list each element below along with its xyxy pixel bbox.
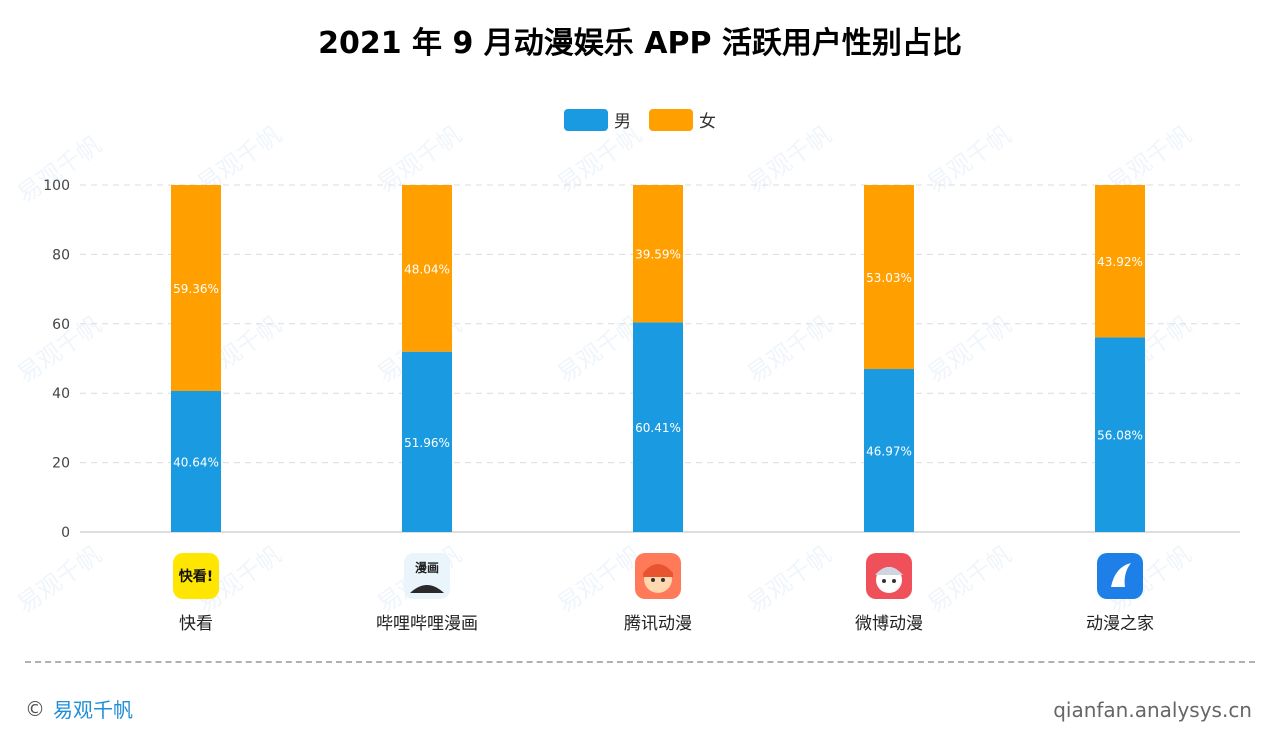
legend-item-female[interactable]: 女 bbox=[649, 107, 716, 132]
bar-female bbox=[402, 185, 452, 352]
data-label-male: 46.97% bbox=[866, 445, 912, 459]
bar-male bbox=[864, 369, 914, 532]
data-label-female: 43.92% bbox=[1097, 255, 1143, 269]
tencent-comics-icon bbox=[635, 553, 681, 599]
data-label-female: 39.59% bbox=[635, 248, 681, 262]
y-tick-label: 20 bbox=[52, 456, 70, 472]
legend-label-female: 女 bbox=[699, 112, 716, 132]
copyright-icon: © bbox=[25, 696, 45, 721]
copyright: © 易观千帆 bbox=[25, 694, 133, 723]
bilibili-comics-icon: 漫画 bbox=[404, 553, 450, 599]
data-label-female: 59.36% bbox=[173, 282, 219, 296]
weibo-comics-icon bbox=[866, 553, 912, 599]
bar-male bbox=[633, 322, 683, 532]
bar-male bbox=[1095, 337, 1145, 532]
stacked-bar-chart: 0 20 40 60 80 100 40.64% 59.36% 51.96% 48.04% 60.4… bbox=[43, 178, 1240, 541]
data-label-male: 56.08% bbox=[1097, 429, 1143, 443]
legend-swatch-female bbox=[649, 108, 693, 131]
x-tick-label: 动漫之家 bbox=[1086, 614, 1154, 634]
data-label-male: 40.64% bbox=[173, 455, 219, 469]
legend: 男 女 bbox=[0, 107, 1280, 132]
data-label-male: 51.96% bbox=[404, 436, 450, 450]
data-label-female: 48.04% bbox=[404, 262, 450, 276]
bar-male bbox=[171, 390, 221, 532]
x-tick-label: 哔哩哔哩漫画 bbox=[376, 614, 478, 634]
dmzj-icon bbox=[1097, 553, 1143, 599]
bilibili-icon-text: 漫画 bbox=[414, 561, 439, 575]
y-tick-label: 100 bbox=[43, 178, 70, 194]
y-tick-label: 60 bbox=[52, 317, 70, 333]
footer-divider bbox=[25, 661, 1255, 663]
bar-male bbox=[402, 351, 452, 532]
kuaikan-icon: 快看! bbox=[173, 553, 219, 599]
x-tick-label: 快看 bbox=[179, 614, 213, 634]
bar-female bbox=[171, 185, 221, 391]
site-url: qianfan.analysys.cn bbox=[1053, 698, 1252, 722]
y-tick-label: 40 bbox=[52, 386, 70, 402]
brand-name: 易观千帆 bbox=[53, 698, 133, 722]
data-label-female: 53.03% bbox=[866, 271, 912, 285]
bar-female bbox=[633, 185, 683, 323]
legend-swatch-male bbox=[564, 108, 608, 131]
x-tick-label: 腾讯动漫 bbox=[624, 614, 692, 634]
y-tick-label: 0 bbox=[61, 525, 70, 541]
legend-item-male[interactable]: 男 bbox=[564, 107, 631, 132]
data-label-male: 60.41% bbox=[635, 421, 681, 435]
x-tick-label: 微博动漫 bbox=[855, 614, 923, 634]
bar-female bbox=[1095, 185, 1145, 338]
bar-female bbox=[864, 185, 914, 370]
y-tick-label: 80 bbox=[52, 247, 70, 263]
legend-label-male: 男 bbox=[614, 112, 631, 132]
chart-title: 2021 年 9 月动漫娱乐 APP 活跃用户性别占比 bbox=[318, 26, 962, 61]
